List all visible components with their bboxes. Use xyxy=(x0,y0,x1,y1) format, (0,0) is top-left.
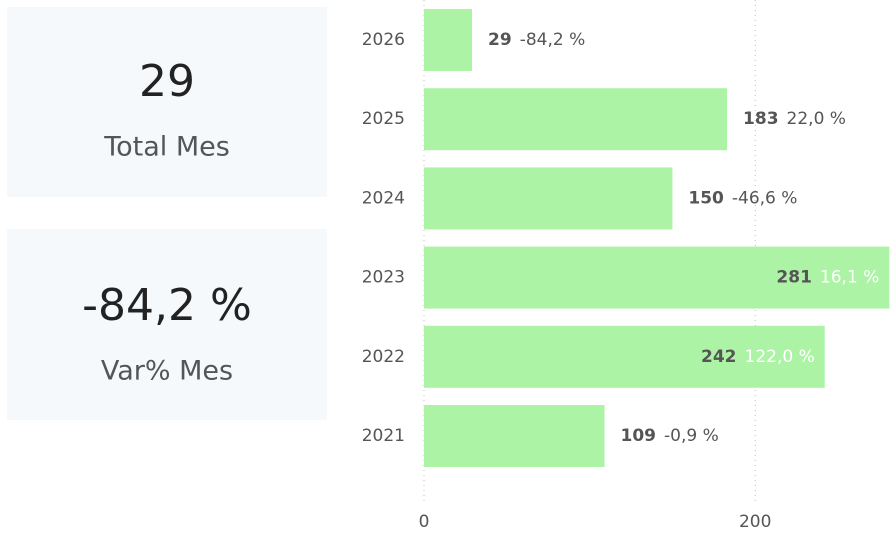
variation-label: 16,1 % xyxy=(820,268,879,288)
card-value: 29 xyxy=(139,56,195,107)
bar xyxy=(424,246,890,309)
card-label: Var% Mes xyxy=(101,356,233,387)
value-label: 109 xyxy=(621,426,657,446)
y-tick-label: 2022 xyxy=(362,347,405,367)
y-tick-label: 2023 xyxy=(362,268,405,288)
y-tick-label: 2026 xyxy=(362,30,405,50)
data-label: 29 -84,2 % xyxy=(488,30,585,50)
value-label: 183 xyxy=(743,109,779,129)
y-tick-label: 2025 xyxy=(362,109,405,129)
data-label: 150 -46,6 % xyxy=(688,188,797,208)
data-label: 183 22,0 % xyxy=(743,109,846,129)
data-label: 109 -0,9 % xyxy=(621,426,719,446)
bar xyxy=(424,167,673,230)
y-tick-label: 2024 xyxy=(362,188,405,208)
x-tick-label: 200 xyxy=(739,512,771,532)
data-label: 281 16,1 % xyxy=(776,268,879,288)
data-label: 242 122,0 % xyxy=(701,347,815,367)
value-label: 281 xyxy=(776,268,812,288)
value-label: 150 xyxy=(688,188,724,208)
variation-label: -46,6 % xyxy=(732,188,798,208)
card-variation xyxy=(7,229,327,420)
y-tick-label: 2021 xyxy=(362,426,405,446)
card-label: Total Mes xyxy=(103,132,230,163)
bar xyxy=(424,405,605,467)
variation-label: -84,2 % xyxy=(520,30,586,50)
bar xyxy=(424,88,728,151)
variation-label: -0,9 % xyxy=(664,426,719,446)
value-label: 29 xyxy=(488,30,512,50)
bar xyxy=(424,9,473,71)
value-label: 242 xyxy=(701,347,737,367)
bar xyxy=(424,325,825,388)
variation-label: 22,0 % xyxy=(787,109,846,129)
x-tick-label: 0 xyxy=(419,512,430,532)
card-total xyxy=(7,7,327,197)
card-value: -84,2 % xyxy=(82,280,252,331)
variation-label: 122,0 % xyxy=(745,347,815,367)
